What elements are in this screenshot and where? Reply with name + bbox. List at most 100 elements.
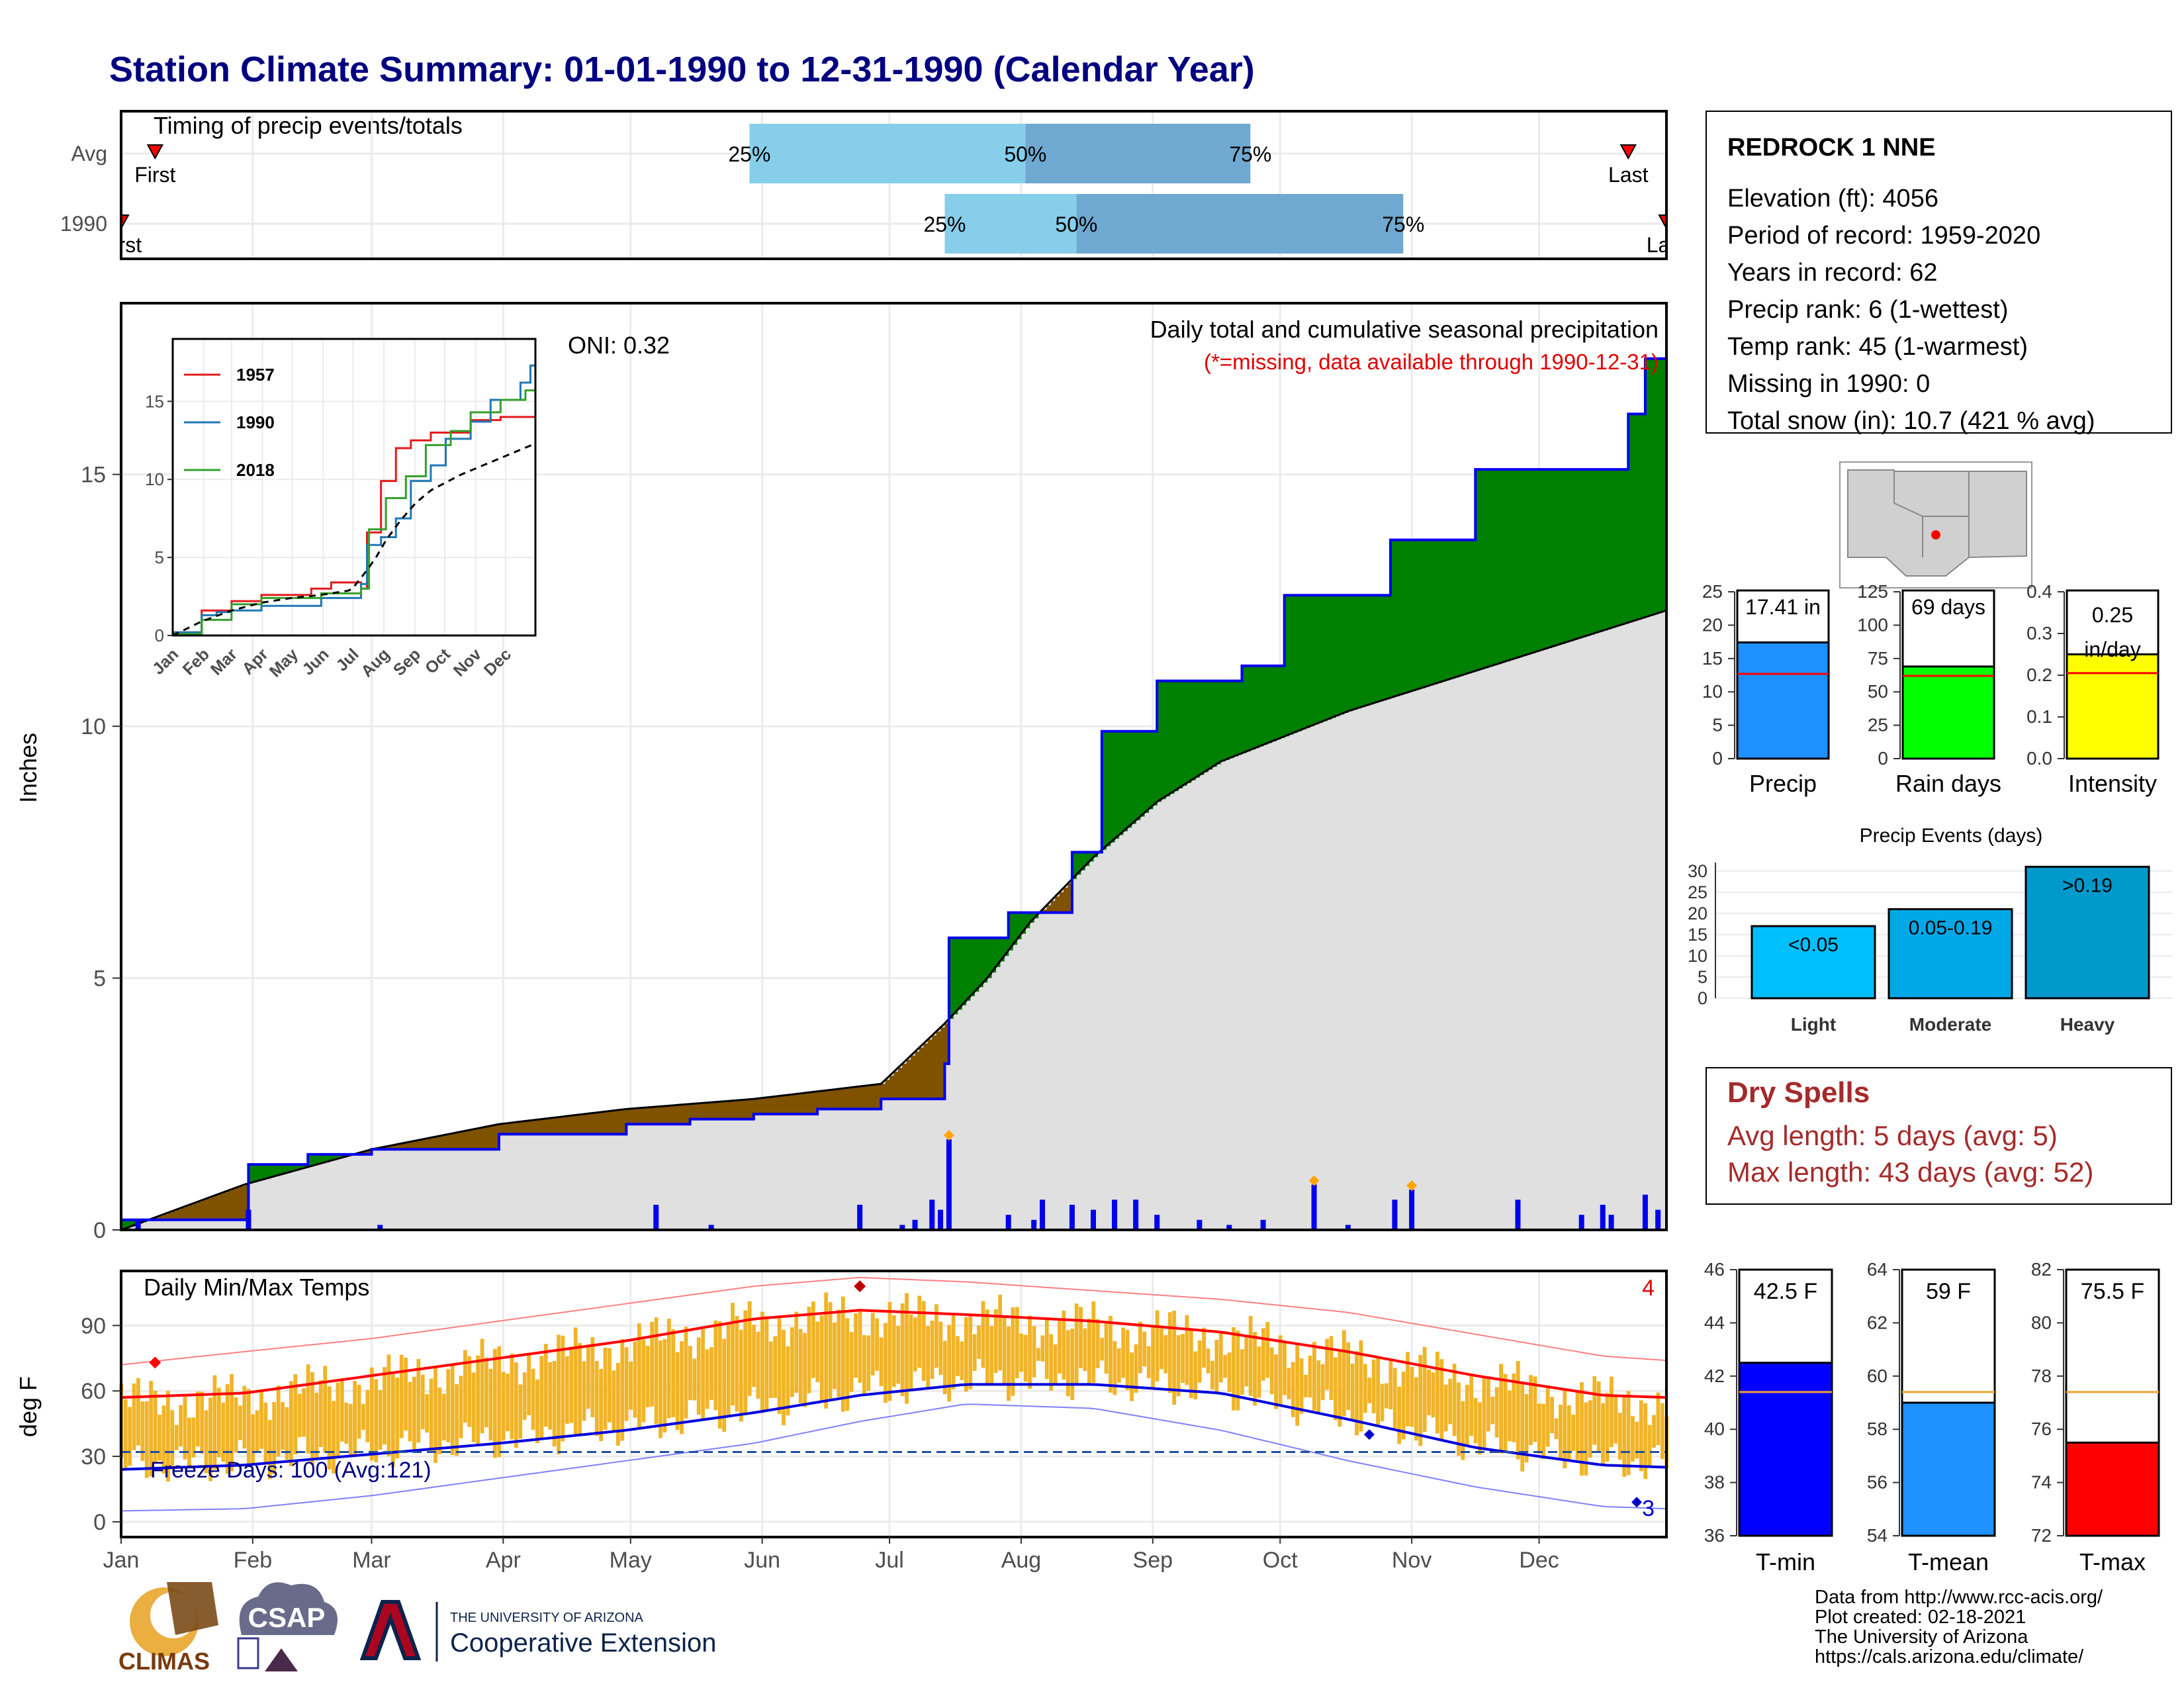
daily-precip-bar bbox=[1260, 1219, 1266, 1230]
below-average-fill bbox=[881, 1084, 886, 1100]
above-average-fill bbox=[1602, 469, 1608, 631]
below-average-fill bbox=[596, 1112, 602, 1135]
daily-precip-bar bbox=[1578, 1215, 1584, 1230]
above-average-fill bbox=[1565, 469, 1570, 643]
event-bar-label: >0.19 bbox=[2062, 874, 2113, 896]
above-average-fill bbox=[1254, 665, 1259, 749]
daily-temp-range-bar bbox=[1070, 1329, 1075, 1400]
below-average-fill bbox=[737, 1100, 742, 1119]
daily-temp-range-bar bbox=[459, 1376, 463, 1438]
daily-temp-range-bar bbox=[1049, 1334, 1054, 1391]
above-average-fill bbox=[1420, 539, 1425, 688]
daily-temp-range-bar bbox=[306, 1364, 310, 1454]
daily-temp-range-bar bbox=[1104, 1322, 1109, 1374]
above-average-fill bbox=[1187, 680, 1192, 783]
daily-temp-range-bar bbox=[539, 1356, 544, 1438]
daily-temp-range-bar bbox=[981, 1301, 985, 1368]
station-info-line: Temp rank: 45 (1-warmest) bbox=[1727, 333, 2028, 361]
daily-temp-range-bar bbox=[1138, 1321, 1142, 1374]
daily-temp-range-bar bbox=[684, 1327, 688, 1419]
daily-temp-range-bar bbox=[569, 1346, 574, 1423]
daily-temp-range-bar bbox=[1308, 1355, 1312, 1398]
daily-temp-range-bar bbox=[1482, 1378, 1486, 1450]
daily-temp-range-bar bbox=[875, 1318, 880, 1371]
daily-temp-range-bar bbox=[833, 1322, 837, 1389]
above-average-fill bbox=[1449, 539, 1455, 679]
event-bar bbox=[1751, 925, 1876, 1000]
ua-small-text: THE UNIVERSITY OF ARIZONA bbox=[450, 1611, 644, 1625]
daily-temp-range-bar bbox=[578, 1343, 582, 1436]
timing-frame bbox=[120, 110, 1668, 260]
daily-temp-range-bar bbox=[637, 1323, 641, 1429]
daily-temp-range-bar bbox=[1660, 1403, 1664, 1460]
daily-temp-range-bar bbox=[230, 1374, 234, 1472]
temp-bar-value bbox=[2065, 1441, 2160, 1537]
above-average-fill bbox=[1492, 469, 1498, 666]
daily-precip-bar bbox=[929, 1199, 935, 1230]
below-average-fill bbox=[783, 1095, 788, 1114]
temp-bar-tick-label: 56 bbox=[1867, 1472, 1888, 1493]
below-average-fill bbox=[1042, 910, 1048, 913]
below-average-fill bbox=[855, 1086, 860, 1109]
daily-temp-range-bar bbox=[1414, 1377, 1418, 1441]
daily-temp-range-bar bbox=[896, 1326, 901, 1384]
below-average-fill bbox=[774, 1096, 780, 1114]
csap-logo-text: CSAP bbox=[248, 1602, 326, 1633]
above-average-fill bbox=[1157, 680, 1162, 802]
above-average-fill bbox=[121, 1219, 126, 1230]
daily-temp-range-bar bbox=[705, 1349, 709, 1409]
above-average-fill bbox=[1577, 469, 1582, 639]
above-average-fill bbox=[1594, 469, 1599, 633]
daily-temp-range-bar bbox=[463, 1350, 467, 1423]
daily-temp-range-bar bbox=[136, 1378, 140, 1446]
above-average-fill bbox=[1526, 469, 1531, 655]
below-average-fill bbox=[244, 1184, 250, 1220]
daily-temp-range-bar bbox=[1236, 1331, 1240, 1411]
above-average-fill bbox=[1454, 539, 1459, 678]
daily-temp-range-bar bbox=[1635, 1421, 1639, 1459]
below-average-fill bbox=[405, 1143, 410, 1150]
daily-temp-range-bar bbox=[225, 1383, 230, 1474]
daily-temp-range-bar bbox=[348, 1403, 353, 1456]
temp-ytick-label: 90 bbox=[81, 1313, 106, 1338]
above-average-fill bbox=[1122, 731, 1128, 831]
above-average-fill bbox=[1301, 595, 1306, 730]
daily-temp-range-bar bbox=[1371, 1359, 1376, 1413]
daily-temp-range-bar bbox=[395, 1378, 400, 1459]
timing-q2-bar bbox=[1076, 194, 1404, 254]
below-average-fill bbox=[482, 1127, 487, 1150]
temp-bar-name: T-mean bbox=[1908, 1548, 1989, 1575]
daily-temp-range-bar bbox=[535, 1379, 539, 1444]
daily-temp-range-bar bbox=[242, 1385, 247, 1449]
below-average-fill bbox=[435, 1137, 440, 1150]
daily-temp-range-bar bbox=[408, 1382, 412, 1442]
daily-temp-range-bar bbox=[731, 1303, 735, 1406]
daily-temp-range-bar bbox=[964, 1317, 968, 1392]
average-cumulative-area bbox=[121, 610, 1666, 1230]
below-average-fill bbox=[486, 1127, 491, 1150]
above-average-fill bbox=[948, 937, 954, 1019]
daily-temp-range-bar bbox=[884, 1323, 887, 1403]
daily-temp-range-bar bbox=[1499, 1364, 1504, 1454]
daily-temp-range-bar bbox=[1283, 1342, 1287, 1395]
daily-temp-range-bar bbox=[1227, 1352, 1232, 1393]
daily-temp-range-bar bbox=[1287, 1368, 1291, 1399]
below-average-fill bbox=[919, 1047, 925, 1100]
daily-temp-range-bar bbox=[993, 1309, 998, 1374]
daily-precip-bar bbox=[899, 1225, 905, 1230]
daily-precip-bar bbox=[1112, 1199, 1118, 1230]
daily-temp-range-bar bbox=[1023, 1335, 1028, 1382]
daily-temp-range-bar bbox=[332, 1401, 336, 1474]
below-average-fill bbox=[897, 1068, 903, 1100]
daily-temp-range-bar bbox=[144, 1401, 149, 1478]
daily-temp-range-bar bbox=[1197, 1340, 1202, 1383]
timing-p75-label: 75% bbox=[1382, 212, 1424, 236]
daily-temp-range-bar bbox=[1113, 1340, 1117, 1395]
daily-temp-range-bar bbox=[1176, 1335, 1181, 1397]
daily-temp-range-bar bbox=[837, 1309, 841, 1397]
station-name: REDROCK 1 NNE bbox=[1727, 134, 1936, 162]
daily-temp-range-bar bbox=[641, 1339, 646, 1423]
daily-temp-range-bar bbox=[1299, 1358, 1304, 1414]
daily-temp-range-bar bbox=[1575, 1391, 1580, 1460]
